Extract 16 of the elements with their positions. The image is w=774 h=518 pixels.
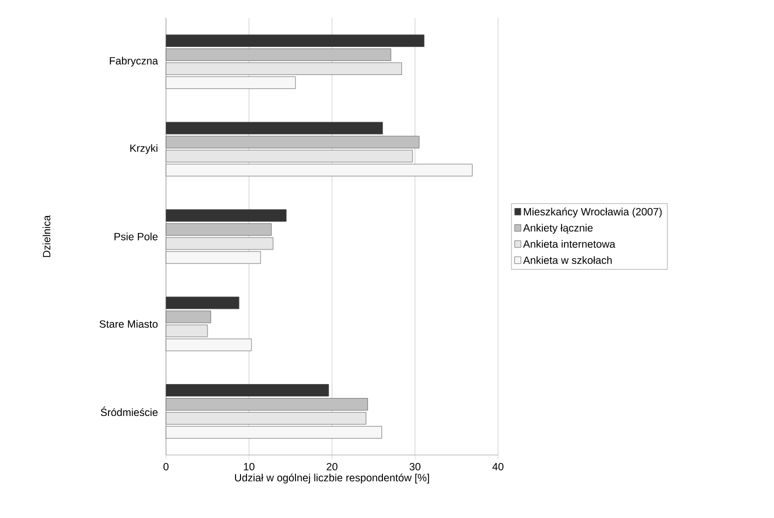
x-tick-label: 0 (163, 462, 169, 470)
legend-label: Ankieta w szkołach (523, 256, 612, 264)
x-tick-label: 30 (410, 462, 420, 470)
y-tick-label: Fabryczna (110, 56, 158, 67)
y-tick-label: Psie Pole (114, 232, 158, 240)
y-axis-title: Dzielnica (42, 215, 50, 257)
y-tick-label: Śródmieście (100, 406, 158, 416)
y-tick-label: Stare Miasto (100, 320, 158, 328)
x-tick-label: 20 (326, 462, 338, 470)
legend-label: Mieszkańcy Wrocławia (2007) (524, 208, 662, 218)
legend-label: Ankiety łącznie (523, 224, 593, 234)
legend-label: Ankieta internetowa (523, 240, 616, 248)
x-tick-label: 40 (492, 462, 504, 470)
y-tick-label: Krzyki (130, 144, 158, 154)
x-axis-title: Udział w ogólnej liczbie respondentów [%] (235, 474, 429, 484)
x-tick-label: 10 (244, 462, 254, 470)
